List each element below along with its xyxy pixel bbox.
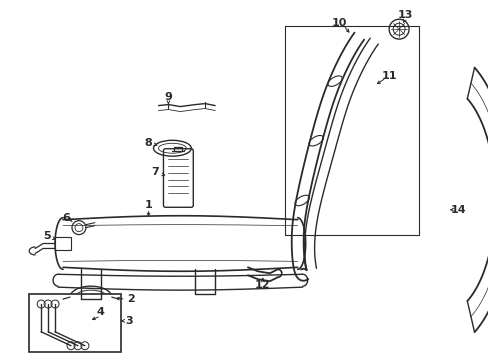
Bar <box>29 294 121 352</box>
Text: 9: 9 <box>164 92 172 102</box>
Text: 10: 10 <box>331 18 346 28</box>
Text: 8: 8 <box>144 138 152 148</box>
Text: 4: 4 <box>97 307 104 317</box>
Bar <box>55 237 71 251</box>
Text: 12: 12 <box>255 280 270 290</box>
Text: 11: 11 <box>381 71 396 81</box>
Text: 13: 13 <box>397 10 412 20</box>
Text: 2: 2 <box>126 294 134 304</box>
Text: 14: 14 <box>450 205 466 215</box>
Text: 7: 7 <box>151 167 159 177</box>
Text: 6: 6 <box>62 213 70 223</box>
Text: 1: 1 <box>144 200 152 210</box>
Text: 3: 3 <box>124 316 132 326</box>
Text: 5: 5 <box>43 230 51 240</box>
